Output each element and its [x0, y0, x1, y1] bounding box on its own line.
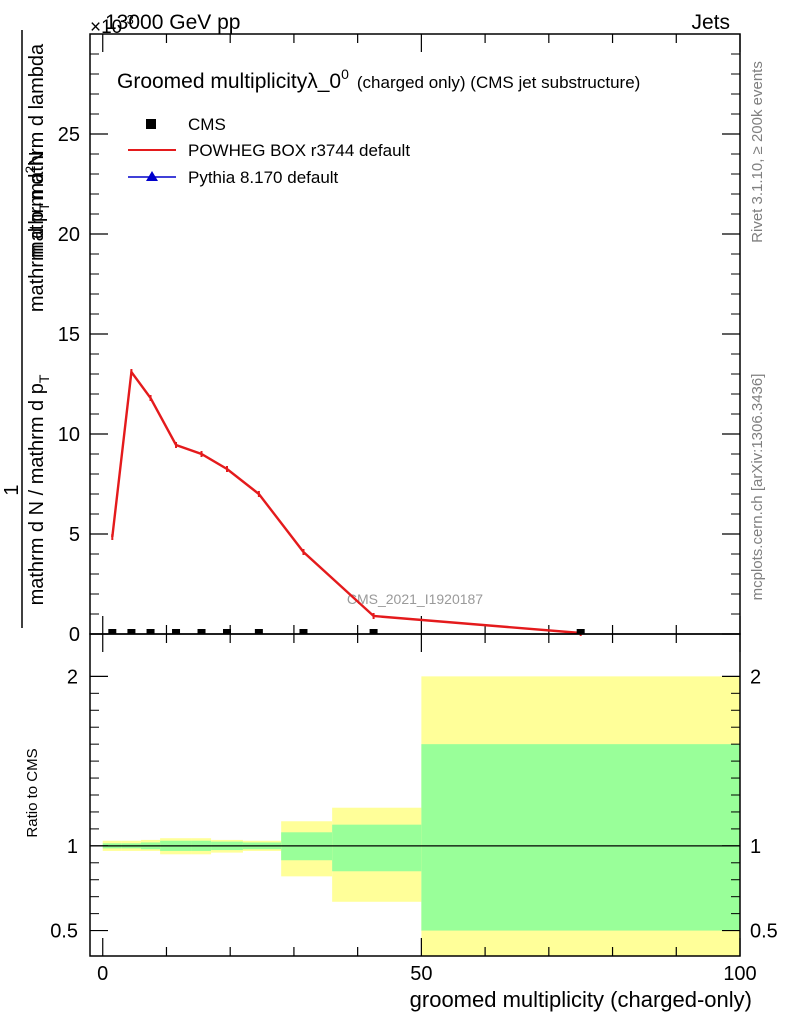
- series-point-cms: [254, 629, 263, 634]
- legend-marker-pythia: [146, 171, 158, 181]
- ratio-band-inner: [421, 744, 740, 931]
- mcplots-label: mcplots.cern.ch [arXiv:1306.3436]: [749, 374, 766, 601]
- beam-label: 13000 GeV pp: [105, 11, 240, 34]
- series-point-cms: [299, 629, 308, 634]
- series-point-cms: [197, 629, 206, 634]
- y-axis-label-tail: mathrm d pTmathrm d lambda: [26, 43, 52, 312]
- main-ytick-label: 15: [58, 324, 80, 346]
- series-point-cms: [108, 629, 117, 634]
- ratio-ytick-label-right: 0.5: [750, 921, 778, 943]
- series-point-cms: [576, 629, 585, 634]
- y-exponent: ×10-3: [90, 12, 134, 38]
- y-axis-label-denominator: mathrm d N / mathrm d pT: [26, 374, 52, 605]
- ratio-plot-frame: [89, 633, 741, 957]
- x-axis-label: groomed multiplicity (charged-only): [410, 987, 752, 1012]
- y-axis-label-prefix: 1: [1, 484, 23, 495]
- ratio-ytick-label: 2: [67, 666, 78, 688]
- ratio-ytick-label-right: 1: [750, 836, 761, 858]
- series-point-cms: [146, 629, 155, 634]
- series-point-cms: [369, 629, 378, 634]
- series-point-cms: [172, 629, 181, 634]
- main-series: [108, 368, 585, 636]
- legend: CMS POWHEG BOX r3744 default Pythia 8.17…: [128, 115, 410, 187]
- ratio-ytick-label-right: 2: [750, 666, 761, 688]
- legend-label-pythia: Pythia 8.170 default: [188, 168, 339, 187]
- main-ytick-label: 10: [58, 424, 80, 446]
- y-axis-label: 1 mathrm d N / mathrm d pT mathrm d2N ma…: [1, 30, 52, 628]
- rivet-label: Rivet 3.1.10, ≥ 200k events: [749, 61, 766, 243]
- main-panel: Groomed multiplicityλ_00 (charged only) (…: [1, 30, 741, 646]
- legend-label-powheg: POWHEG BOX r3744 default: [188, 141, 410, 160]
- ratio-xtick-label: 100: [723, 963, 756, 985]
- legend-label-cms: CMS: [188, 115, 226, 134]
- ratio-bands: [102, 676, 740, 956]
- legend-marker-cms: [146, 119, 156, 129]
- ratio-ticks: 0.5 0.5 1 1 2 2 0 50 100: [50, 634, 778, 985]
- ratio-band-inner: [332, 824, 422, 872]
- analysis-watermark: CMS_2021_I1920187: [347, 591, 483, 607]
- series-line-powheg: [111, 368, 581, 635]
- ratio-xtick-label: 0: [97, 963, 108, 985]
- ratio-y-axis-label: Ratio to CMS: [24, 748, 41, 837]
- series-point-cms: [223, 629, 232, 634]
- ratio-xtick-label: 50: [410, 963, 432, 985]
- ratio-panel: 0.5 0.5 1 1 2 2 0 50 100 Ratio to CMS groomed mu…: [24, 633, 778, 1012]
- ratio-ytick-label: 0.5: [50, 921, 78, 943]
- y-axis-label-numerator: mathrm d2N: [22, 151, 48, 258]
- series-point-cms: [127, 629, 136, 634]
- ratio-ytick-label: 1: [67, 836, 78, 858]
- main-ytick-label: 20: [58, 224, 80, 246]
- main-ytick-label: 25: [58, 124, 80, 146]
- chart-title: Groomed multiplicityλ_00 (charged only) (…: [117, 66, 640, 93]
- process-label: Jets: [691, 11, 730, 34]
- main-ytick-label: 5: [69, 524, 80, 546]
- main-ytick-label: 0: [69, 624, 80, 646]
